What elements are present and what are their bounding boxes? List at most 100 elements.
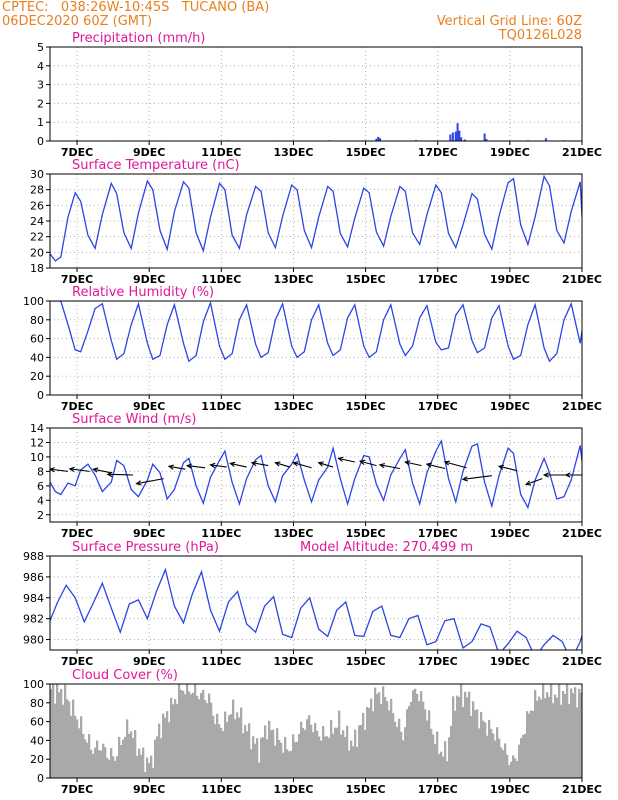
- precip-bar: [454, 131, 457, 141]
- cloud-bar: [522, 735, 525, 778]
- cloud-bar: [208, 693, 211, 778]
- x-tick-label: 9DEC: [133, 400, 165, 413]
- cloud-bar: [96, 740, 99, 778]
- cloud-bar: [464, 691, 467, 778]
- cloud-bar: [492, 733, 495, 778]
- cloud-bar: [238, 717, 241, 778]
- wind-vector-head: [106, 471, 113, 478]
- cloud-bar: [352, 746, 355, 778]
- cloud-bar: [490, 728, 493, 778]
- cloud-bar: [558, 684, 561, 778]
- precip-bar: [449, 134, 452, 141]
- cloud-bar: [544, 698, 547, 778]
- cloud-bar: [494, 740, 497, 778]
- cloud-bar: [496, 727, 499, 778]
- y-tick-label: 0: [37, 389, 44, 402]
- cloud-bar: [516, 761, 519, 778]
- wind-vector: [444, 461, 467, 469]
- cloud-bar: [80, 716, 83, 778]
- cloud-bar: [236, 712, 239, 778]
- y-tick-label: 986: [23, 571, 44, 584]
- x-tick-label: 9DEC: [133, 273, 165, 286]
- cloud-bar: [350, 740, 353, 778]
- cloud-bar: [144, 772, 147, 778]
- cloud-bar: [214, 724, 217, 778]
- cloud-bar: [308, 715, 311, 778]
- wind-vector-head: [250, 460, 257, 467]
- cloud-bar: [172, 704, 175, 778]
- cloud-bar: [94, 747, 97, 778]
- cloud-bar: [218, 724, 221, 778]
- x-tick-label: 9DEC: [133, 783, 165, 796]
- wind-vector-head: [68, 466, 75, 473]
- wind-vector: [186, 465, 206, 469]
- cloud-bar: [244, 725, 247, 778]
- temp-series-line: [50, 174, 582, 262]
- wind-vector: [293, 462, 312, 469]
- cloud-bar: [470, 715, 473, 778]
- cloud-bar: [372, 711, 375, 778]
- cloud-bar: [88, 734, 91, 778]
- y-tick-label: 20: [30, 753, 44, 766]
- cloud-bar: [344, 736, 347, 778]
- x-tick-label: 15DEC: [346, 400, 386, 413]
- y-tick-label: 100: [23, 295, 44, 308]
- x-tick-label: 15DEC: [346, 783, 386, 796]
- cloud-bar: [288, 751, 291, 778]
- wind-vector: [318, 462, 334, 468]
- wind-vector-head: [274, 461, 281, 467]
- cloud-bar: [176, 703, 179, 778]
- cloud-bar: [472, 701, 475, 778]
- precip-bar: [485, 139, 488, 141]
- cloud-bar: [232, 699, 235, 778]
- y-tick-label: 14: [30, 422, 44, 435]
- cloud-bar: [312, 732, 315, 778]
- y-tick-label: 4: [37, 60, 44, 73]
- cloud-bar: [538, 696, 541, 778]
- x-tick-label: 21DEC: [562, 146, 602, 159]
- pressure-series-line: [50, 567, 582, 650]
- x-tick-label: 17DEC: [418, 400, 458, 413]
- precip-title: Precipitation (mm/h): [72, 31, 205, 46]
- cloud-bar: [154, 739, 157, 778]
- precip-bar: [463, 139, 466, 141]
- x-tick-label: 13DEC: [273, 527, 313, 540]
- cloud-bar: [412, 690, 415, 778]
- cloud-bar: [384, 697, 387, 778]
- cloud-bar: [108, 759, 111, 778]
- x-tick-label: 11DEC: [201, 655, 241, 668]
- cloud-bar: [566, 684, 569, 778]
- cloud-bar: [474, 710, 477, 778]
- cloud-bar: [508, 765, 511, 778]
- cloud-bar: [298, 734, 301, 778]
- y-tick-label: 4: [37, 494, 44, 507]
- x-tick-label: 13DEC: [273, 655, 313, 668]
- cloud-bar: [406, 709, 409, 778]
- wind-frame: [49, 427, 583, 523]
- cloud-bar: [220, 727, 223, 778]
- cloud-bar: [198, 699, 201, 778]
- cloud-bar: [316, 730, 319, 778]
- y-tick-label: 100: [23, 678, 44, 691]
- cloud-bar: [438, 753, 441, 778]
- cloud-bar: [456, 695, 459, 778]
- cloud-bar: [436, 731, 439, 778]
- cloud-bar: [332, 733, 335, 778]
- cloud-bar: [534, 689, 537, 778]
- cloud-bar: [122, 739, 125, 778]
- cloud-bar: [388, 710, 391, 778]
- cloud-bar: [102, 743, 105, 778]
- x-tick-label: 7DEC: [61, 146, 93, 159]
- cloud-bar: [328, 737, 331, 778]
- cloud-bar: [188, 691, 191, 778]
- x-tick-label: 21DEC: [562, 527, 602, 540]
- wind-vector-head: [167, 464, 174, 470]
- y-tick-label: 1: [37, 116, 44, 129]
- cloud-bar: [554, 694, 557, 778]
- wind-vector: [251, 462, 269, 467]
- cloud-bar: [150, 755, 153, 778]
- cloud-bar: [358, 725, 361, 778]
- cloud-bar: [164, 717, 167, 778]
- cloud-bar: [254, 743, 257, 778]
- cloud-bar: [526, 711, 529, 778]
